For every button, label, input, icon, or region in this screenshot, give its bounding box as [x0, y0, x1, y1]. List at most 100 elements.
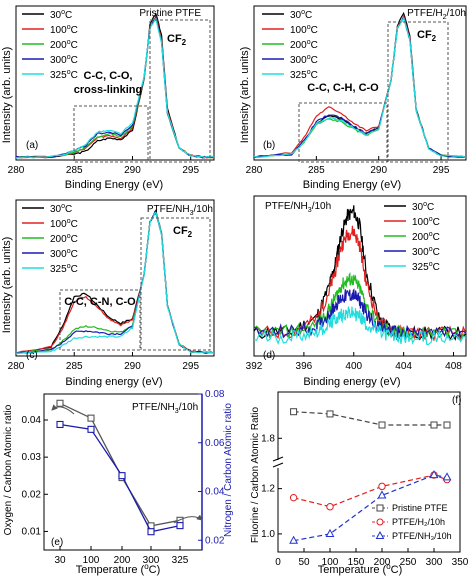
legend-label: 325oC — [50, 69, 78, 81]
series-point — [289, 535, 299, 544]
series-point — [377, 490, 387, 499]
panel-c-cf2-box — [140, 217, 211, 351]
panel-e-title: PTFE/NH3/10h — [132, 402, 198, 415]
x-tick-label: 325 — [172, 555, 189, 566]
x-tick-label: 200 — [374, 557, 391, 568]
x-tick-label: 408 — [445, 361, 462, 372]
x-tick-label: 300 — [143, 555, 160, 566]
panel-e-arrow-right — [173, 514, 203, 524]
x-tick-label: 200 — [114, 555, 131, 566]
panel-c-xlabel: Binding energy (eV) — [65, 376, 162, 388]
series-point — [378, 482, 386, 491]
series-point — [443, 421, 451, 429]
legend-label: 325oC — [412, 261, 440, 273]
series-point — [176, 522, 184, 530]
legend-label: 200oC — [50, 39, 78, 51]
y-tick-label: 0.02 — [22, 489, 42, 500]
series-point — [147, 528, 155, 536]
panel-c-letter: (c) — [26, 350, 38, 361]
x-tick-label: 280 — [246, 165, 263, 176]
legend-label: 30oC — [290, 9, 312, 21]
plot-frame — [253, 5, 467, 161]
series-point — [429, 470, 439, 479]
series-point — [442, 472, 452, 481]
panel-e-letter: (e) — [51, 537, 63, 548]
panel-e: Oxygen / Carbon Atomic ratio Nitrogen / … — [3, 389, 234, 576]
legend-label: 200oC — [50, 233, 78, 245]
series-line-O/C — [59, 402, 181, 527]
series-line-325C — [15, 17, 215, 159]
x-tick-label: 392 — [246, 361, 263, 372]
legend-label: 100oC — [50, 218, 78, 230]
x-tick-label: 295 — [182, 165, 199, 176]
legend-label: 300oC — [290, 54, 318, 66]
panel-a-ylabel: Intensity (arb. units) — [1, 47, 13, 144]
series-point — [56, 399, 64, 407]
x-tick-label: 100 — [322, 557, 339, 568]
legend-label: 100oC — [290, 24, 318, 36]
x-tick-label: 285 — [308, 165, 325, 176]
y2-tick-label: 0.08 — [205, 389, 225, 400]
legend-label: 300oC — [50, 248, 78, 260]
y2-tick-label: 0.06 — [205, 438, 225, 449]
legend-label: 30oC — [50, 203, 72, 215]
panel-a-xlabel: Binding Energy (eV) — [65, 179, 163, 191]
legend-label: 325oC — [290, 69, 318, 81]
legend-label: 30oC — [50, 9, 72, 21]
panel-d-xlabel: Binding energy (eV) — [303, 376, 400, 388]
legend-marker — [376, 518, 384, 526]
y2-tick-label: 0.04 — [205, 487, 225, 498]
x-tick-label: 295 — [182, 361, 199, 372]
panel-c-title: PTFE/NH3/10h — [147, 204, 213, 217]
axis-break-mark — [272, 462, 284, 468]
panel-c-region-box — [59, 289, 141, 351]
panel-f-letter: (f) — [452, 395, 461, 406]
y2-tick-label: 0.02 — [205, 535, 225, 546]
x-tick-label: 290 — [370, 165, 387, 176]
panel-f: Fluorine / Carbon Atomic Ratio 1.0 1.2 1.8… — [250, 391, 469, 576]
panel-b-region-box — [298, 102, 388, 163]
panel-c-ylabel: Intensity (arb. units) — [1, 237, 13, 334]
series-point — [87, 414, 95, 422]
x-tick-label: 100 — [83, 555, 100, 566]
panel-c-legend: 30oC 100oC 200oC 300oC 325oC — [22, 203, 78, 275]
series-line — [293, 474, 448, 542]
series-point — [326, 410, 334, 418]
panel-a-plot: 280 285 290 295 — [8, 5, 215, 176]
legend-label: 100oC — [50, 24, 78, 36]
panel-d-plot: 392 396 400 404 408 — [246, 195, 467, 372]
panel-e-ylabel: Oxygen / Carbon Atomic ratio — [3, 404, 14, 535]
x-tick-label: 285 — [66, 361, 83, 372]
series-line — [293, 474, 448, 508]
series-point — [325, 528, 335, 537]
legend-label: 300oC — [412, 246, 440, 258]
axis-break-gap — [274, 460, 282, 468]
panel-c-cf2-label: CF2 — [173, 225, 193, 239]
series-line-325C — [15, 211, 215, 354]
series-point — [290, 408, 298, 416]
panel-e-y2label: Nitrogen / Carbon Atomic ratio — [223, 403, 234, 537]
x-tick-label: 290 — [124, 165, 141, 176]
series-line-325C — [253, 16, 467, 158]
panel-c-plot: 280 285 290 295 — [8, 199, 215, 372]
panel-a-letter: (a) — [26, 140, 38, 151]
panel-a-legend: 30oC 100oC 200oC 300oC 325oC — [22, 9, 78, 81]
y-tick-label: 1.0 — [261, 529, 275, 540]
series-point — [56, 420, 64, 429]
panel-c: Intensity (arb. units) 280 285 290 295 C-C,… — [1, 199, 215, 388]
x-tick-label: 290 — [124, 361, 141, 372]
x-tick-label: 0 — [275, 557, 281, 568]
y-tick-label: 1.2 — [261, 484, 275, 495]
y-tick-label: 0.03 — [22, 452, 42, 463]
panel-f-xlabel: Temperature (oC) — [318, 562, 403, 576]
x-tick-label: 396 — [296, 361, 313, 372]
panel-e-plot: 0.01 0.02 0.03 0.04 0.02 0.04 0.06 0.08 30 100 200… — [22, 389, 225, 566]
series-point — [87, 425, 95, 433]
series-line-325C — [253, 306, 467, 346]
panel-f-ylabel: Fluorine / Carbon Atomic Ratio — [250, 406, 261, 543]
legend-label: 30oC — [412, 201, 434, 213]
panel-f-plot: 1.0 1.2 1.8 0 50 100 150 200 250 300 350 — [261, 391, 469, 568]
panel-d-legend: 30oC 100oC 200oC 300oC 325oC — [384, 201, 440, 273]
y-tick-label: 1.8 — [261, 433, 275, 444]
